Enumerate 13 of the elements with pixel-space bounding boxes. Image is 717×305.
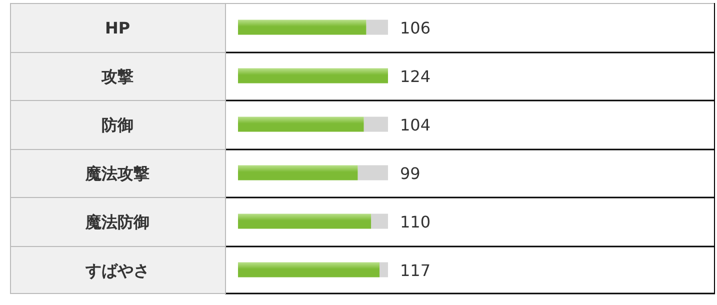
y-tick-label: HP (104, 18, 130, 38)
y-tick-label: 防御 (102, 115, 134, 134)
data-label: 110 (400, 212, 431, 232)
bar (238, 68, 388, 84)
data-label: 124 (400, 66, 431, 86)
y-tick-label: 攻撃 (100, 66, 134, 86)
data-label: 117 (400, 260, 431, 280)
data-label: 106 (400, 18, 431, 38)
y-tick-label: すばやさ (84, 260, 150, 280)
y-tick-label: 魔法防御 (84, 212, 150, 232)
data-label: 104 (400, 115, 431, 134)
data-label: 99 (400, 164, 420, 183)
y-tick-label: 魔法攻撃 (84, 164, 150, 183)
